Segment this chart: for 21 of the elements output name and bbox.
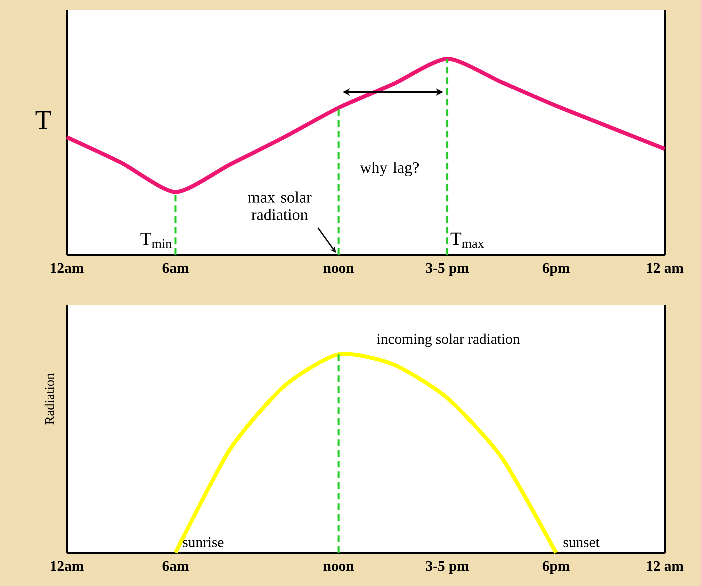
annotation: why lag? — [360, 162, 420, 177]
x-tick-label: 12 am — [647, 561, 684, 572]
x-tick-label: 12am — [51, 263, 84, 274]
x-tick-label: 3-5 pm — [426, 561, 470, 574]
x-tick-label: noon — [324, 266, 354, 274]
x-tick-label: 6am — [162, 263, 189, 274]
x-tick-label: noon — [324, 564, 354, 572]
x-tick-label: 12am — [51, 561, 84, 572]
y-axis-title: Radiation — [44, 374, 54, 425]
annotation: sunrise — [183, 538, 224, 548]
y-axis-title: T — [36, 112, 52, 129]
ref-line-label: T$_{max}$ — [450, 232, 484, 248]
ref-line-label: T$_{min}$ — [140, 233, 172, 248]
annotation: sunset — [564, 538, 600, 548]
x-tick-label: 12 am — [647, 263, 684, 274]
series-label: incoming solar radiation — [377, 334, 520, 348]
x-tick-label: 3-5 pm — [426, 263, 470, 276]
x-tick-label: 6pm — [542, 263, 570, 276]
x-tick-label: 6am — [162, 561, 189, 572]
x-tick-label: 6pm — [542, 561, 570, 574]
annotation: max solar radiation — [248, 192, 312, 220]
